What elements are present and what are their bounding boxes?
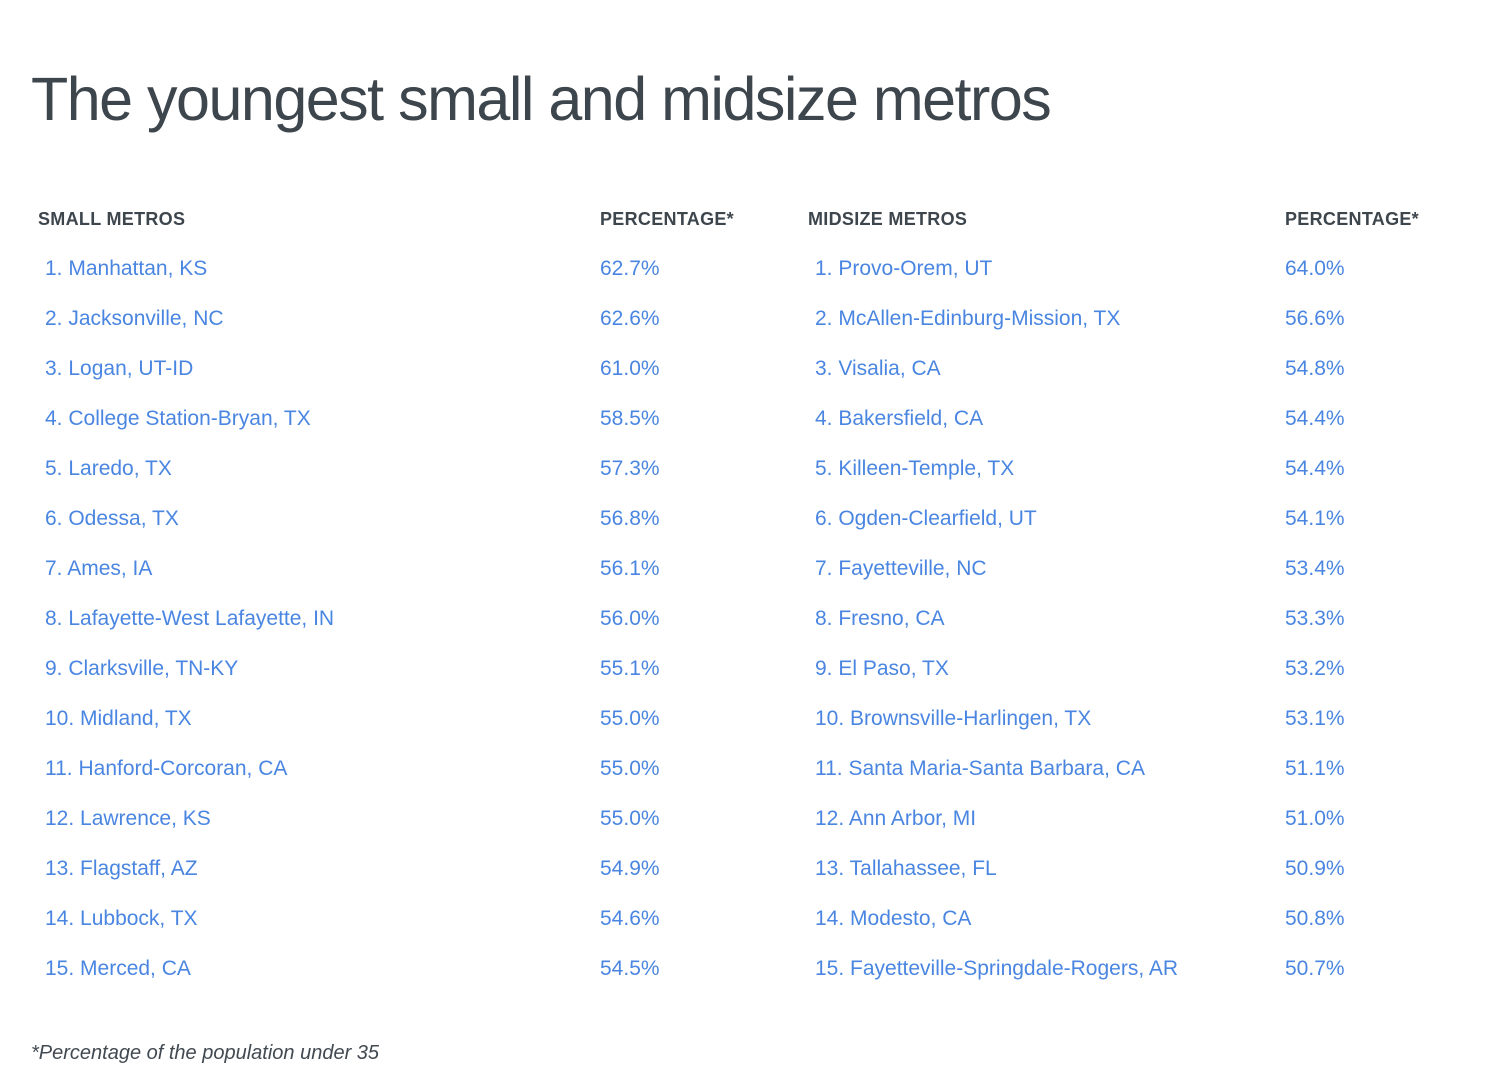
small-metro-percentage: 54.5% — [600, 957, 660, 980]
midsize-metro-percentage: 50.7% — [1285, 957, 1345, 980]
footnote: *Percentage of the population under 35 — [31, 1042, 380, 1064]
small-metro-name: 13. Flagstaff, AZ — [45, 857, 198, 880]
midsize-metro-name: 4. Bakersfield, CA — [815, 407, 984, 430]
midsize-metro-name: 2. McAllen-Edinburg-Mission, TX — [815, 307, 1121, 330]
small-metro-percentage: 57.3% — [600, 457, 660, 480]
metros-table: SMALL METROS PERCENTAGE* MIDSIZE METROS … — [38, 194, 1461, 994]
midsize-metro-name: 1. Provo-Orem, UT — [815, 257, 993, 280]
midsize-metro-name: 8. Fresno, CA — [815, 607, 945, 630]
midsize-metro-percentage: 53.3% — [1285, 607, 1345, 630]
midsize-metro-name: 10. Brownsville-Harlingen, TX — [815, 707, 1092, 730]
midsize-metro-percentage: 53.4% — [1285, 557, 1345, 580]
midsize-metro-name: 3. Visalia, CA — [815, 357, 941, 380]
midsize-metro-percentage: 51.1% — [1285, 757, 1345, 780]
small-metro-percentage: 54.6% — [600, 907, 660, 930]
small-metro-percentage: 58.5% — [600, 407, 660, 430]
midsize-metro-name: 6. Ogden-Clearfield, UT — [815, 507, 1037, 530]
column-header-small-percentage: PERCENTAGE* — [600, 208, 734, 229]
midsize-metro-percentage: 56.6% — [1285, 307, 1345, 330]
column-header-midsize-metros: MIDSIZE METROS — [808, 208, 968, 229]
small-metro-percentage: 55.0% — [600, 757, 660, 780]
small-metro-name: 9. Clarksville, TN-KY — [45, 657, 239, 680]
small-metro-name: 11. Hanford-Corcoran, CA — [45, 757, 288, 780]
small-metro-name: 12. Lawrence, KS — [45, 807, 211, 830]
midsize-metro-name: 13. Tallahassee, FL — [815, 857, 997, 880]
small-metro-percentage: 54.9% — [600, 857, 660, 880]
small-metro-percentage: 56.0% — [600, 607, 660, 630]
midsize-metro-percentage: 53.1% — [1285, 707, 1345, 730]
small-metro-percentage: 55.0% — [600, 707, 660, 730]
small-metro-percentage: 56.1% — [600, 557, 660, 580]
small-metro-name: 15. Merced, CA — [45, 957, 191, 980]
small-metro-name: 8. Lafayette-West Lafayette, IN — [45, 607, 335, 630]
column-header-midsize-percentage: PERCENTAGE* — [1285, 208, 1419, 229]
midsize-metro-percentage: 54.4% — [1285, 457, 1345, 480]
midsize-metro-percentage: 51.0% — [1285, 807, 1345, 830]
small-metro-percentage: 62.7% — [600, 257, 660, 280]
small-metro-name: 5. Laredo, TX — [45, 457, 172, 480]
small-metro-name: 10. Midland, TX — [45, 707, 192, 730]
small-metro-percentage: 55.0% — [600, 807, 660, 830]
midsize-metro-percentage: 54.4% — [1285, 407, 1345, 430]
small-metro-name: 2. Jacksonville, NC — [45, 307, 224, 330]
midsize-metro-name: 15. Fayetteville-Springdale-Rogers, AR — [815, 957, 1179, 980]
midsize-metro-percentage: 50.8% — [1285, 907, 1345, 930]
small-metro-name: 7. Ames, IA — [45, 557, 153, 580]
small-metro-name: 6. Odessa, TX — [45, 507, 179, 530]
midsize-metro-percentage: 54.8% — [1285, 357, 1345, 380]
small-metro-percentage: 62.6% — [600, 307, 660, 330]
small-metro-percentage: 55.1% — [600, 657, 660, 680]
midsize-metro-name: 5. Killeen-Temple, TX — [815, 457, 1015, 480]
midsize-metro-name: 11. Santa Maria-Santa Barbara, CA — [815, 757, 1145, 780]
midsize-metro-name: 14. Modesto, CA — [815, 907, 972, 930]
small-metro-name: 3. Logan, UT-ID — [45, 357, 194, 380]
midsize-metro-name: 12. Ann Arbor, MI — [815, 807, 977, 830]
small-metro-name: 14. Lubbock, TX — [45, 907, 198, 930]
midsize-metro-percentage: 50.9% — [1285, 857, 1345, 880]
small-metro-percentage: 56.8% — [600, 507, 660, 530]
midsize-metro-percentage: 53.2% — [1285, 657, 1345, 680]
small-metro-name: 4. College Station-Bryan, TX — [45, 407, 311, 430]
midsize-metro-name: 9. El Paso, TX — [815, 657, 949, 680]
midsize-metro-percentage: 54.1% — [1285, 507, 1345, 530]
midsize-metro-name: 7. Fayetteville, NC — [815, 557, 987, 580]
small-metro-percentage: 61.0% — [600, 357, 660, 380]
small-metro-name: 1. Manhattan, KS — [45, 257, 208, 280]
midsize-metro-percentage: 64.0% — [1285, 257, 1345, 280]
column-header-small-metros: SMALL METROS — [38, 208, 186, 229]
page-title: The youngest small and midsize metros — [31, 65, 1052, 133]
